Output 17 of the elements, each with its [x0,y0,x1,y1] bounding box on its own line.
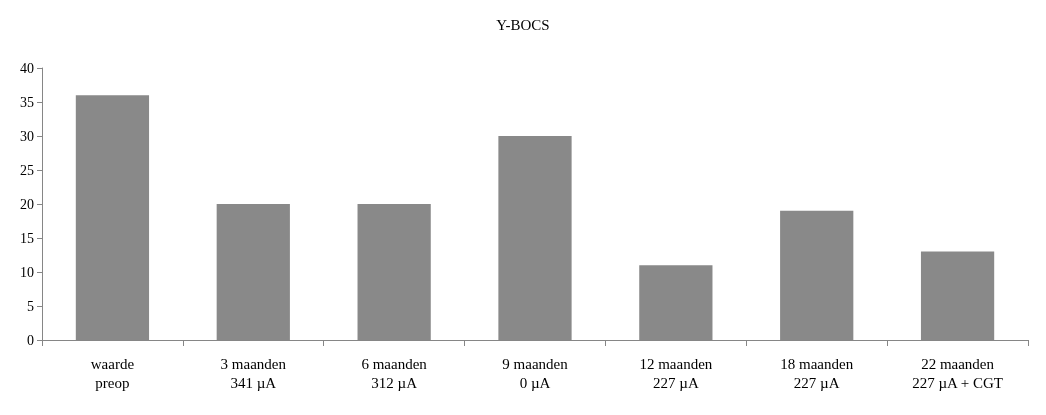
chart-title: Y-BOCS [496,16,550,33]
y-tick-label: 25 [20,162,34,178]
x-tick-label: 12 maanden 227 µA [639,355,713,391]
y-tick-label: 35 [20,94,34,110]
x-tick-label: 18 maanden 227 µA [780,355,854,391]
y-tick-label: 10 [20,264,34,280]
y-tick-label: 40 [20,60,34,76]
y-tick-label: 5 [27,298,34,314]
x-tick-label: 22 maanden 227 µA + CGT [912,355,1003,391]
y-tick-label: 0 [27,332,34,348]
y-tick-label: 30 [20,128,34,144]
x-tick-label: 9 maanden 0 µA [502,355,569,391]
x-tick-label: 6 maanden 312 µA [361,355,428,391]
x-tick-label: waarde preop [90,355,135,391]
y-tick-label: 20 [20,196,34,212]
y-tick-label: 15 [20,230,34,246]
x-tick-label: 3 maanden 341 µA [220,355,287,391]
